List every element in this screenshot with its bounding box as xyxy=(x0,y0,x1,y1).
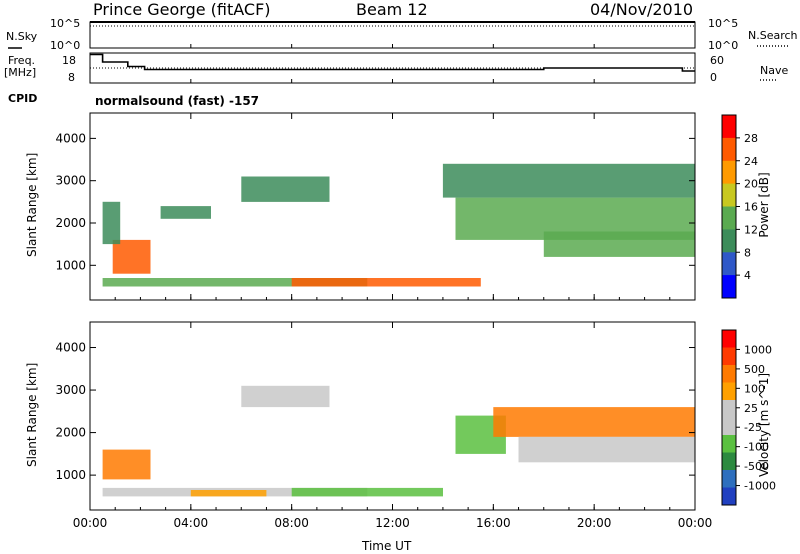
velocity-panel-ytick-label-1: 2000 xyxy=(55,426,86,440)
freq-label-2: [MHz] xyxy=(4,66,37,79)
station-title: Prince George (fitACF) xyxy=(93,0,271,19)
velocity-panel-region-3 xyxy=(291,487,443,497)
power-panel-ytick-label-1: 2000 xyxy=(55,216,86,230)
velocity-panel-ytick-label-2: 3000 xyxy=(55,383,86,397)
power-colorbar-swatch-4 xyxy=(722,206,736,230)
power-colorbar-tick-label-0: 4 xyxy=(744,269,751,282)
velocity-panel-xtick-label-1: 04:00 xyxy=(174,516,209,530)
power-panel-region-7 xyxy=(442,163,695,198)
power-colorbar-swatch-0 xyxy=(722,115,736,139)
power-panel-ytick-label-2: 3000 xyxy=(55,174,86,188)
velocity-colorbar-swatch-8 xyxy=(722,470,736,488)
velocity-panel-region-2 xyxy=(190,490,267,497)
power-colorbar-swatch-2 xyxy=(722,160,736,185)
velocity-colorbar-swatch-2 xyxy=(722,365,736,383)
nsearch-top-tick: 10^5 xyxy=(708,17,739,30)
velocity-panel-ytick-label-0: 1000 xyxy=(55,468,86,482)
velocity-panel-xtick-label-0: 00:00 xyxy=(73,516,108,530)
power-panel-region-1 xyxy=(102,278,368,287)
nsearch-label: N.Search xyxy=(748,29,798,42)
velocity-colorbar-tick-label-5: -100 xyxy=(744,441,769,454)
velocity-colorbar-frame xyxy=(721,329,737,506)
freq-label-1: Freq. xyxy=(8,54,36,67)
cpid-text: normalsound (fast) -157 xyxy=(95,94,260,108)
velocity-colorbar-tick-label-0: 1000 xyxy=(744,343,772,356)
power-colorbar-swatch-3 xyxy=(722,183,736,207)
power-panel-ytick-label-3: 4000 xyxy=(55,131,86,145)
freq-top-tick: 18 xyxy=(62,54,76,67)
nsearch-bottom-tick: 10^0 xyxy=(708,39,739,52)
power-panel-ytick-label-0: 1000 xyxy=(55,258,86,272)
velocity-colorbar-swatch-4 xyxy=(722,400,736,418)
velocity-panel-region-6 xyxy=(493,407,695,437)
velocity-colorbar-swatch-5 xyxy=(722,417,736,436)
velocity-colorbar-swatch-3 xyxy=(722,382,736,401)
power-panel-region-8 xyxy=(543,231,696,257)
velocity-colorbar-swatch-7 xyxy=(722,452,736,471)
nsky-bottom-tick: 10^0 xyxy=(50,39,81,52)
velocity-panel-xtick-label-5: 20:00 xyxy=(577,516,612,530)
nsky-label: N.Sky xyxy=(6,30,38,43)
velocity-panel-region-7 xyxy=(518,436,695,463)
power-colorbar-tick-label-5: 24 xyxy=(744,155,758,168)
power-colorbar-swatch-1 xyxy=(722,137,736,162)
velocity-colorbar-tick-label-2: 100 xyxy=(744,382,765,395)
power-panel-region-4 xyxy=(241,176,330,202)
velocity-colorbar-tick-label-3: 25 xyxy=(744,402,758,415)
velocity-colorbar-swatch-1 xyxy=(722,347,736,366)
freq-line xyxy=(90,53,695,72)
power-colorbar-tick-label-4: 20 xyxy=(744,178,758,191)
velocity-colorbar-swatch-9 xyxy=(722,487,736,506)
nave-top-tick: 60 xyxy=(710,54,724,67)
velocity-colorbar-swatch-0 xyxy=(722,330,736,348)
velocity-panel-ytick-label-3: 4000 xyxy=(55,341,86,355)
velocity-panel-xtick-label-4: 16:00 xyxy=(476,516,511,530)
nave-label: Nave xyxy=(760,64,789,77)
nave-bottom-tick: 0 xyxy=(710,71,717,84)
nsky-top-tick: 10^5 xyxy=(50,17,81,30)
freq-bottom-tick: 8 xyxy=(68,71,75,84)
x-axis-title: Time UT xyxy=(362,539,412,553)
velocity-colorbar-tick-label-4: -25 xyxy=(744,421,762,434)
velocity-panel-xtick-label-2: 08:00 xyxy=(274,516,309,530)
power-panel-region-2 xyxy=(102,201,121,245)
velocity-panel-region-0 xyxy=(102,449,151,480)
power-panel-region-5 xyxy=(291,278,481,287)
velocity-colorbar-tick-label-1: 500 xyxy=(744,363,765,376)
power-colorbar-tick-label-1: 8 xyxy=(744,246,751,259)
power-colorbar-tick-label-6: 28 xyxy=(744,132,758,145)
power-colorbar-tick-label-2: 12 xyxy=(744,223,758,236)
power-colorbar-swatch-6 xyxy=(722,252,736,276)
power-colorbar-tick-label-3: 16 xyxy=(744,201,758,214)
velocity-panel-xtick-label-3: 12:00 xyxy=(375,516,410,530)
date-label: 04/Nov/2010 xyxy=(590,0,694,19)
beam-label: Beam 12 xyxy=(356,0,428,19)
cpid-label: CPID xyxy=(8,92,38,105)
power-colorbar-swatch-7 xyxy=(722,275,736,299)
velocity-panel-region-4 xyxy=(241,385,330,408)
velocity-colorbar-tick-label-7: -1000 xyxy=(744,480,776,493)
velocity-colorbar-swatch-6 xyxy=(722,435,736,453)
velocity-colorbar-tick-label-6: -500 xyxy=(744,460,769,473)
velocity-panel-xtick-label-6: 00:00 xyxy=(678,516,713,530)
power-panel-region-0 xyxy=(112,239,151,274)
power-panel-region-3 xyxy=(160,206,211,219)
power-colorbar-swatch-5 xyxy=(722,229,736,253)
